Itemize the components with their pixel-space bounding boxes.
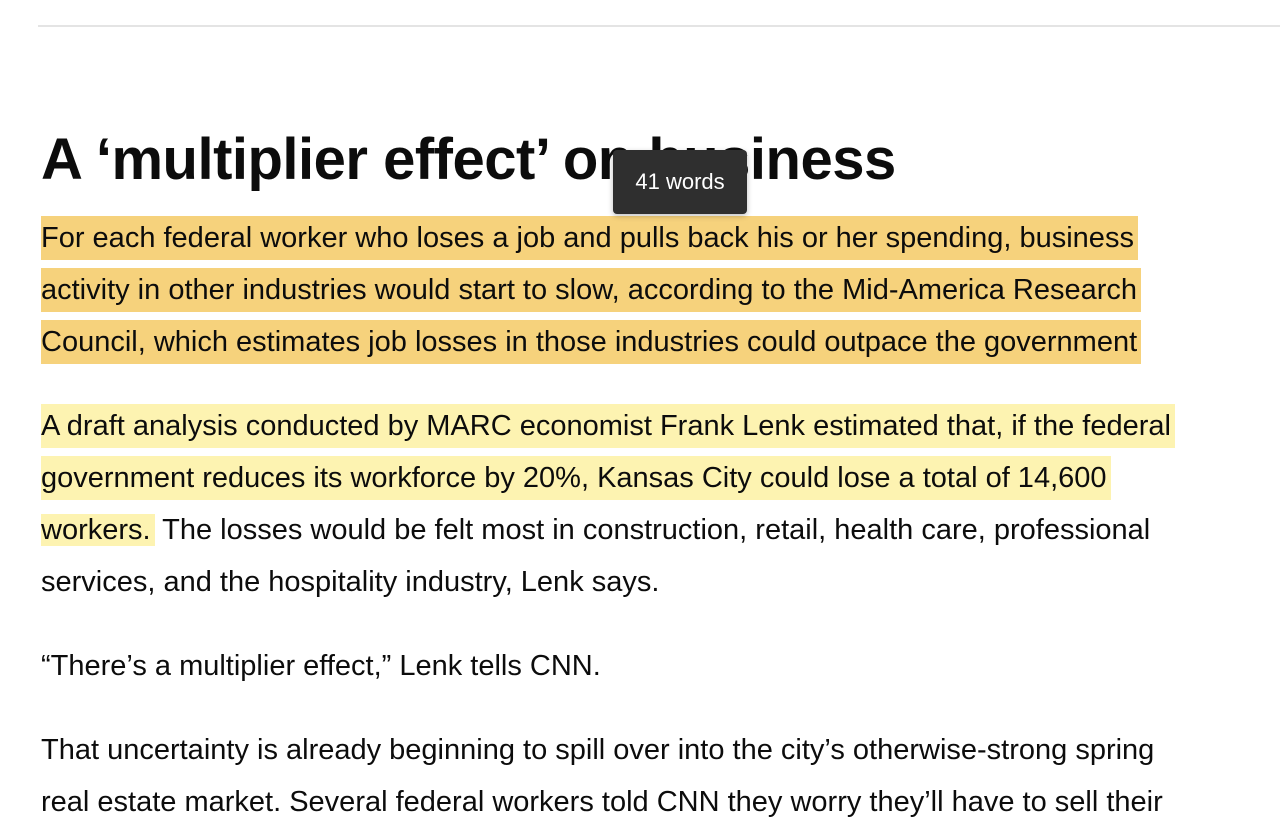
top-divider <box>38 25 1280 27</box>
paragraph-2-line-2[interactable]: government reduces its workforce by 20%,… <box>41 456 1111 500</box>
paragraph-2-line-1[interactable]: A draft analysis conducted by MARC econo… <box>41 404 1175 448</box>
paragraph-1-line-2[interactable]: activity in other industries would start… <box>41 268 1142 312</box>
section-heading: A ‘multiplier effect’ on business <box>41 127 896 192</box>
paragraph-1-line-3[interactable]: Council, which estimates job losses in t… <box>41 320 1142 364</box>
paragraph-4-line-1: That uncertainty is already beginning to… <box>41 734 1155 766</box>
paragraph-2-line-4: services, and the hospitality industry, … <box>41 566 660 598</box>
paragraph-3: “There’s a multiplier effect,” Lenk tell… <box>41 650 601 682</box>
paragraph-1-line-1[interactable]: For each federal worker who loses a job … <box>41 216 1138 260</box>
paragraph-2-highlight-end[interactable]: workers. <box>41 514 155 546</box>
paragraph-2-line-3-rest: The losses would be felt most in constru… <box>162 514 1151 546</box>
paragraph-2-line-3: workers. The losses would be felt most i… <box>41 508 1150 552</box>
word-count-tooltip: 41 words <box>613 150 747 214</box>
paragraph-4-line-2: real estate market. Several federal work… <box>41 786 1163 818</box>
